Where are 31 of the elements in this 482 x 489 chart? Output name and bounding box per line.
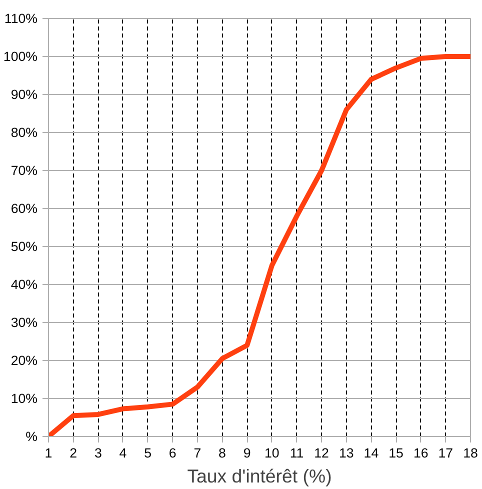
y-tick-label: 40% (10, 277, 38, 292)
x-tick-label: 6 (168, 446, 176, 460)
y-tick-label: 100% (3, 49, 38, 64)
x-tick-label: 9 (243, 446, 251, 460)
x-axis-title: Taux d'intérêt (%) (187, 466, 332, 486)
x-tick-label: 16 (413, 446, 428, 460)
y-tick-label: % (26, 429, 38, 444)
y-tick-label: 10% (10, 391, 38, 406)
x-tick-label: 17 (438, 446, 454, 460)
x-tick-label: 8 (218, 446, 226, 460)
x-tick-label: 11 (290, 446, 304, 460)
y-tick-label: 20% (10, 353, 38, 368)
x-tick-label: 7 (194, 446, 202, 460)
x-tick-label: 18 (463, 446, 478, 460)
x-tick-label: 2 (70, 446, 78, 460)
y-tick-label: 30% (10, 315, 38, 330)
y-tick-label: 110% (4, 11, 38, 26)
x-tick-label: 15 (388, 446, 404, 460)
x-tick-label: 12 (314, 446, 329, 460)
x-tick-label: 5 (144, 446, 152, 460)
x-tick-label: 3 (94, 446, 102, 460)
y-tick-label: 50% (10, 239, 38, 254)
y-tick-label: 90% (10, 87, 38, 102)
y-tick-label: 60% (10, 201, 38, 216)
x-tick-label: 1 (44, 446, 52, 460)
y-tick-label: 80% (10, 125, 38, 140)
x-tick-label: 4 (119, 446, 128, 460)
x-tick-label: 10 (264, 446, 280, 460)
y-tick-label: 70% (10, 163, 38, 178)
x-tick-label: 14 (364, 446, 380, 460)
x-tick-label: 13 (338, 446, 354, 460)
